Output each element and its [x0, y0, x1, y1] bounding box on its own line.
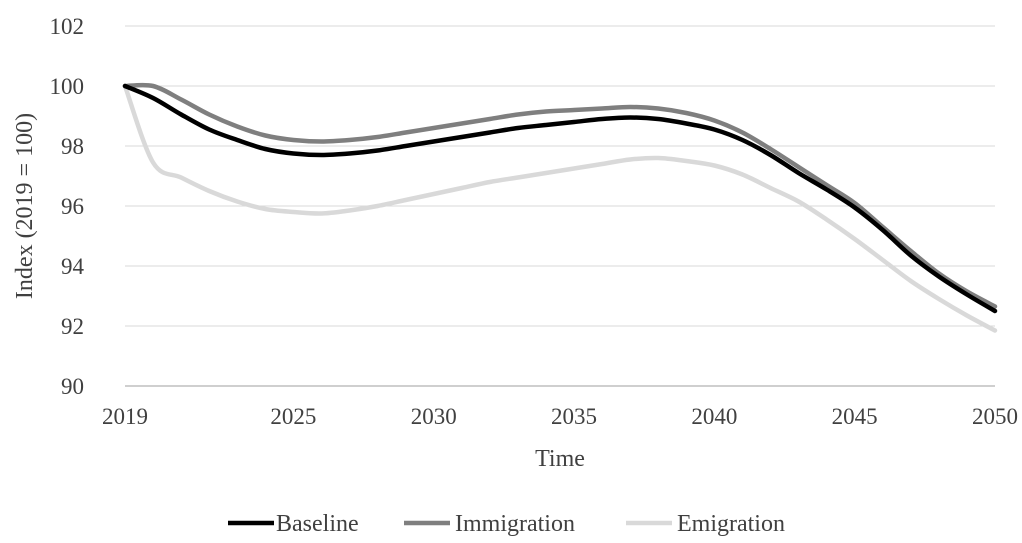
x-tick-label-2045: 2045 [832, 404, 878, 429]
legend-label-emigration: Emigration [677, 511, 785, 537]
x-tick-label-2040: 2040 [691, 404, 737, 429]
x-tick-label-2030: 2030 [411, 404, 457, 429]
legend-item-emigration: Emigration [626, 511, 785, 537]
series-line-baseline [122, 83, 998, 314]
axes: 90 92 94 96 98 100 102 2019 2025 2030 2035 2040 2045… [50, 14, 1019, 429]
x-tick-label-2025: 2025 [270, 404, 316, 429]
legend-item-immigration: Immigration [404, 511, 575, 537]
y-tick-label-94: 94 [61, 254, 85, 279]
legend-label-baseline: Baseline [276, 511, 359, 537]
y-tick-label-100: 100 [50, 74, 85, 99]
x-tick-label-2050: 2050 [972, 404, 1018, 429]
y-tick-label-92: 92 [61, 314, 84, 339]
y-tick-label-90: 90 [61, 374, 84, 399]
legend-label-immigration: Immigration [455, 511, 575, 537]
series-line-emigration [122, 83, 998, 333]
series-line-immigration [122, 82, 998, 309]
x-axis-title: Time [535, 446, 585, 472]
y-tick-label-102: 102 [50, 14, 85, 39]
x-tick-label-2019: 2019 [102, 404, 148, 429]
gridlines [125, 25, 995, 387]
y-tick-label-96: 96 [61, 194, 84, 219]
legend: Baseline Immigration Emigration [228, 511, 785, 537]
series-lines [122, 82, 998, 333]
legend-item-baseline: Baseline [228, 511, 359, 537]
y-tick-label-98: 98 [61, 134, 84, 159]
x-tick-label-2035: 2035 [551, 404, 597, 429]
y-axis-title: Index (2019 = 100) [12, 113, 38, 299]
